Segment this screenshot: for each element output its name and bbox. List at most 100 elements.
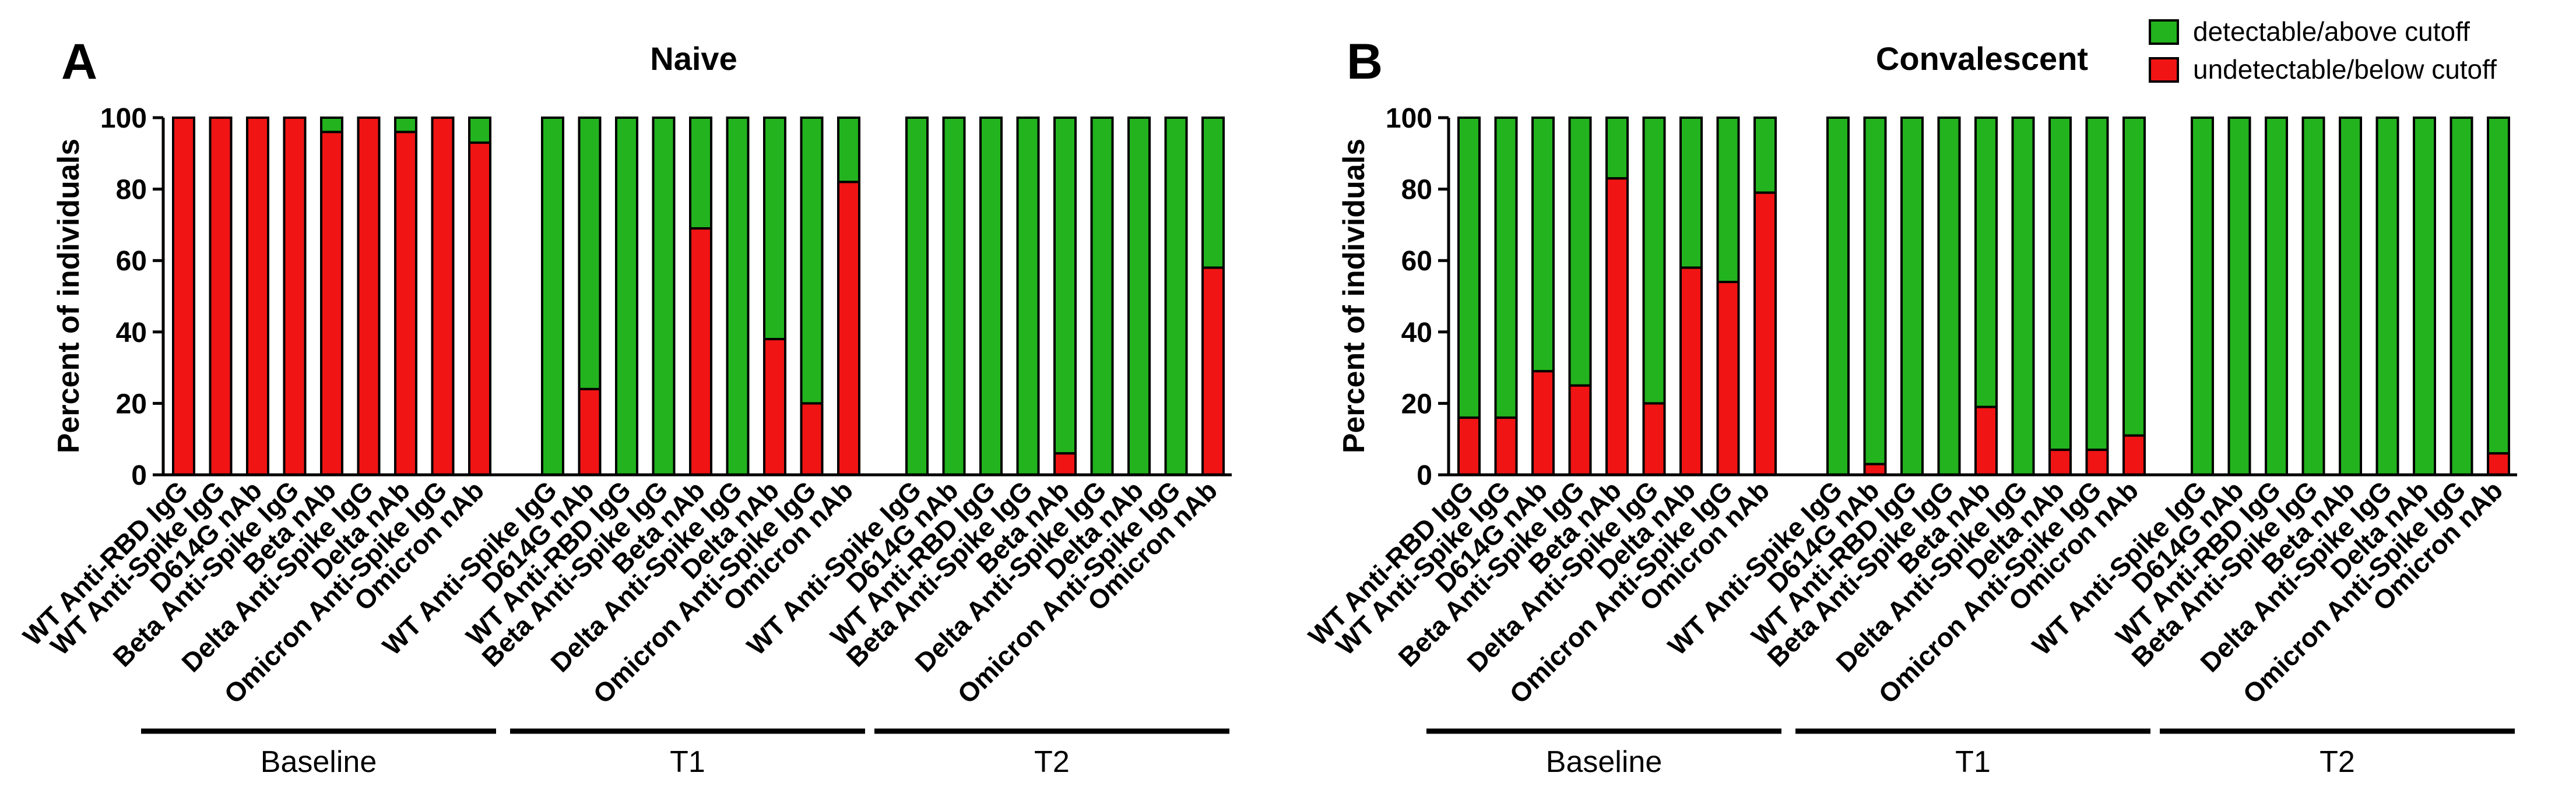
bar-detectable [1164, 117, 1188, 476]
bar-detectable [1605, 117, 1629, 180]
chart-title-convalescent: Convalescent [1876, 40, 2088, 77]
y-tick-label: 0 [1417, 460, 1432, 491]
bar-detectable [942, 117, 966, 476]
axes-a: 0 20 40 60 80 100 [100, 103, 1232, 491]
bar-detectable [2450, 117, 2473, 476]
chart-title-naive: Naive [650, 40, 737, 77]
bar-undetectable [1863, 463, 1887, 476]
bar-detectable [763, 117, 786, 341]
bar-undetectable [283, 117, 307, 476]
y-tick-label: 60 [116, 246, 147, 277]
axes-b: 0 20 40 60 80 100 [1386, 103, 2517, 491]
bar-undetectable [578, 387, 602, 476]
group-label: Baseline [261, 745, 377, 779]
panel-letter-a: A [61, 34, 97, 90]
bar-detectable [1826, 117, 1850, 476]
bar-detectable [1716, 117, 1740, 283]
bar-undetectable [1201, 266, 1225, 476]
legend-label-undetectable: undetectable/below cutoff [2193, 54, 2497, 84]
bar-detectable [837, 117, 860, 184]
bar-detectable [1531, 117, 1555, 373]
bar-detectable [615, 117, 638, 476]
group-label: T2 [1034, 745, 1070, 779]
bar-detectable [1863, 117, 1887, 465]
bar-undetectable [837, 181, 860, 476]
y-tick-label: 0 [131, 460, 147, 491]
bar-detectable [2191, 117, 2214, 476]
bar-undetectable [246, 117, 269, 476]
bar-detectable [1900, 117, 1924, 476]
bar-detectable [1016, 117, 1040, 476]
bar-detectable [1127, 117, 1151, 476]
bar-detectable [1053, 117, 1077, 455]
bar-detectable [1642, 117, 1666, 405]
bar-detectable [1753, 117, 1777, 194]
bar-detectable [1494, 117, 1518, 419]
bar-detectable [689, 117, 712, 230]
legend-label-detectable: detectable/above cutoff [2193, 16, 2470, 47]
bar-detectable [726, 117, 750, 476]
bar-detectable [905, 117, 929, 476]
bar-undetectable [2122, 434, 2146, 477]
bar-detectable [2339, 117, 2362, 476]
legend: detectable/above cutoff undetectable/bel… [2149, 16, 2497, 84]
bar-detectable [2048, 117, 2072, 452]
bar-detectable [652, 117, 676, 476]
bar-undetectable [320, 131, 343, 476]
bar-undetectable [1457, 416, 1481, 476]
y-tick-label: 40 [1401, 318, 1432, 348]
bar-undetectable [431, 117, 455, 476]
group-brackets-b: Baseline T1 T2 [1426, 728, 2515, 779]
bar-detectable [2011, 117, 2035, 476]
bar-undetectable [357, 117, 381, 476]
bar-undetectable [394, 131, 417, 476]
y-tick-label: 80 [116, 175, 147, 206]
bar-undetectable [1679, 266, 1703, 476]
bar-detectable [2487, 117, 2510, 455]
bar-detectable [800, 117, 824, 405]
bar-detectable [979, 117, 1003, 476]
y-tick-label: 100 [100, 103, 147, 134]
bar-detectable [1679, 117, 1703, 269]
y-tick-label: 100 [1386, 103, 1432, 134]
bar-detectable [1937, 117, 1961, 476]
bar-undetectable [1642, 402, 1666, 477]
panel-naive: A Naive Percent of individuals 0 20 40 60 80… [17, 34, 1232, 779]
bar-detectable [394, 117, 417, 133]
bar-undetectable [689, 227, 712, 476]
bar-undetectable [2487, 452, 2510, 476]
bar-detectable [2227, 117, 2251, 476]
bar-detectable [1201, 117, 1225, 269]
bar-undetectable [1753, 191, 1777, 476]
y-tick-label: 20 [116, 389, 147, 419]
bar-detectable [320, 117, 343, 133]
bar-undetectable [209, 117, 233, 476]
group-label: T1 [1955, 745, 1991, 779]
bar-undetectable [1494, 416, 1518, 476]
y-tick-label: 80 [1401, 175, 1432, 206]
y-tick-label: 40 [116, 318, 147, 348]
bar-detectable [2375, 117, 2399, 476]
bar-detectable [1568, 117, 1592, 387]
bar-undetectable [2048, 449, 2072, 477]
bar-detectable [1090, 117, 1114, 476]
group-label: T1 [670, 745, 705, 779]
bar-detectable [1457, 117, 1481, 419]
bar-detectable [2413, 117, 2436, 476]
bar-detectable [578, 117, 602, 390]
bar-detectable [541, 117, 564, 476]
bar-undetectable [763, 338, 786, 476]
y-axis-title-b: Percent of individuals [1337, 139, 1371, 453]
bars-a [172, 117, 1225, 477]
bar-detectable [468, 117, 491, 144]
bar-detectable [2085, 117, 2109, 452]
bar-undetectable [1053, 452, 1077, 476]
bar-undetectable [1605, 177, 1629, 476]
bar-undetectable [1974, 405, 1998, 477]
panel-convalescent: B Convalescent Percent of individuals 0 2… [1302, 34, 2517, 779]
legend-swatch-detectable [2149, 19, 2179, 45]
bar-undetectable [800, 402, 824, 477]
group-brackets-a: Baseline T1 T2 [141, 728, 1229, 779]
